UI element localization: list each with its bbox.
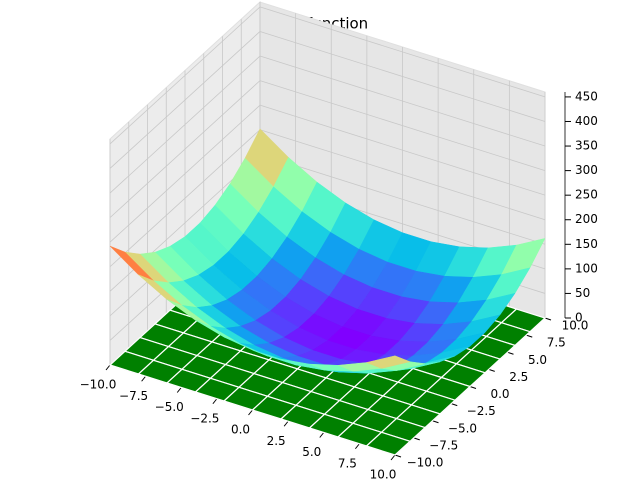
grid-line <box>259 6 546 98</box>
x-tick <box>248 409 253 416</box>
x-tick-label: 0.0 <box>231 423 250 437</box>
grid-line <box>109 104 261 243</box>
y-tick-label: 2.5 <box>509 370 528 384</box>
floor-contour-cell <box>365 431 412 456</box>
y-tick-label: −10.0 <box>407 456 444 470</box>
z-tick-label: 150 <box>575 237 598 251</box>
y-tick-label: −2.5 <box>467 404 496 418</box>
y-tick-label: 0.0 <box>490 387 509 401</box>
x-tick <box>319 432 325 438</box>
grid-line <box>109 129 261 268</box>
z-tick-label: 400 <box>575 114 598 128</box>
y-tick <box>451 403 458 407</box>
z-tick-label: 100 <box>575 261 598 275</box>
x-tick <box>105 364 111 371</box>
grid-line <box>109 80 261 218</box>
x-tick <box>354 443 360 450</box>
z-tick-label: 350 <box>575 139 598 153</box>
x-tick-label: −10.0 <box>80 378 117 392</box>
y-tick <box>394 454 402 458</box>
x-tick-label: 7.5 <box>338 456 357 470</box>
x-tick <box>283 420 289 427</box>
x-tick-label: 2.5 <box>267 434 286 448</box>
grid-line <box>109 31 261 169</box>
y-tick-label: 5.0 <box>528 353 547 367</box>
surface-cell <box>365 355 411 369</box>
grid-line <box>259 55 546 147</box>
y-tick <box>432 420 439 424</box>
x-tick-label: −5.0 <box>155 400 184 414</box>
grid-line <box>259 153 546 245</box>
grid-line <box>109 6 261 145</box>
z-tick-label: 250 <box>575 188 598 202</box>
x-tick <box>176 387 182 393</box>
y-tick <box>413 437 420 441</box>
z-tick-label: 50 <box>575 286 590 300</box>
x-tick-label: −7.5 <box>119 389 148 403</box>
y-tick <box>544 317 552 321</box>
y-tick <box>526 334 533 338</box>
z-tick-label: 0 <box>575 311 583 325</box>
x-tick-label: 10.0 <box>370 468 397 480</box>
z-tick-label: 450 <box>575 89 598 103</box>
y-tick <box>507 351 514 355</box>
grid-line <box>259 80 546 171</box>
x-tick <box>390 454 396 461</box>
y-tick-label: 10.0 <box>562 319 589 333</box>
x-tick-label: 5.0 <box>302 445 321 459</box>
z-tick-label: 200 <box>575 212 598 226</box>
y-tick <box>488 368 495 372</box>
grid-line <box>259 129 546 221</box>
y-tick-label: −7.5 <box>429 438 458 452</box>
y-tick-label: −5.0 <box>448 421 477 435</box>
z-tick-label: 300 <box>575 163 598 177</box>
grid-line <box>109 55 261 194</box>
grid-line <box>259 104 546 196</box>
x-tick <box>212 398 218 405</box>
x-tick <box>141 375 147 382</box>
y-tick-label: 7.5 <box>547 336 566 350</box>
x-tick-label: −2.5 <box>190 411 219 425</box>
y-tick <box>469 386 477 389</box>
grid-line <box>259 31 546 122</box>
